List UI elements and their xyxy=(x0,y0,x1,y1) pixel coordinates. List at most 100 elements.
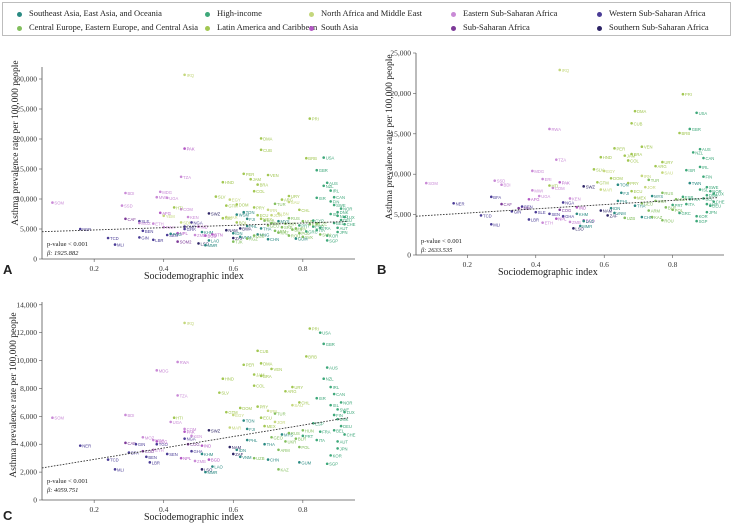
data-point xyxy=(294,237,298,240)
data-point xyxy=(298,445,301,449)
y-tick-label: 10,000 xyxy=(390,170,411,179)
point-label: ISL xyxy=(702,188,709,193)
data-point xyxy=(329,212,332,216)
data-point xyxy=(151,222,155,225)
point-label: SWE xyxy=(340,407,350,412)
point-label: MLI xyxy=(493,222,500,227)
data-point xyxy=(51,416,54,420)
data-point xyxy=(325,239,329,242)
data-point xyxy=(339,424,343,428)
stats-box: p-value < 0.001 β: 2633.535 xyxy=(421,237,462,255)
data-point xyxy=(623,154,627,157)
data-point xyxy=(138,221,141,225)
data-point xyxy=(259,374,263,378)
point-label: IRQ xyxy=(187,321,195,326)
point-label: SAU xyxy=(664,171,673,176)
data-point xyxy=(510,210,514,213)
point-label: PRT xyxy=(305,434,314,439)
data-point xyxy=(329,403,332,407)
point-label: MWI xyxy=(159,195,168,200)
point-label: BGD xyxy=(211,458,220,463)
point-label: MMR xyxy=(207,243,217,248)
data-point xyxy=(305,230,308,233)
point-label: POL xyxy=(301,445,310,450)
data-point xyxy=(252,456,256,460)
data-point xyxy=(270,213,273,217)
point-label: NOR xyxy=(712,189,721,194)
data-point xyxy=(124,441,127,445)
point-label: AUT xyxy=(709,202,718,207)
point-label: LAO xyxy=(214,465,223,470)
data-point xyxy=(671,203,674,207)
data-point xyxy=(148,461,152,464)
point-label: BRA xyxy=(263,374,272,379)
data-point xyxy=(235,221,239,224)
data-point xyxy=(630,189,633,193)
data-point xyxy=(183,430,186,433)
data-point xyxy=(273,412,277,415)
data-point xyxy=(245,438,249,442)
point-label: DNK xyxy=(340,417,349,422)
point-label: BRB xyxy=(308,354,317,359)
point-label: FJI xyxy=(249,427,255,432)
point-label: COM xyxy=(555,186,565,191)
data-point xyxy=(609,176,613,180)
point-label: GHA xyxy=(194,449,203,454)
point-label: UGA xyxy=(173,420,182,425)
data-point xyxy=(78,227,82,231)
point-label: TGO xyxy=(159,442,169,447)
point-label: THA xyxy=(263,226,272,231)
data-point xyxy=(329,189,332,192)
legend-item: Southern Sub-Saharan Africa xyxy=(597,22,709,32)
data-point xyxy=(308,327,312,330)
point-label: IDN xyxy=(239,448,246,453)
point-label: BGD xyxy=(207,234,216,239)
data-point xyxy=(225,410,228,414)
data-point xyxy=(336,447,339,450)
data-point xyxy=(561,214,565,218)
point-label: LUX xyxy=(347,410,355,415)
point-label: IND xyxy=(201,225,208,230)
point-label: NER xyxy=(456,201,465,206)
data-point xyxy=(287,200,291,204)
point-label: ECU xyxy=(260,213,269,218)
data-point xyxy=(596,180,599,184)
point-label: RWA xyxy=(180,360,190,365)
data-point xyxy=(702,156,705,160)
point-label: CHN xyxy=(644,215,653,220)
data-point xyxy=(280,225,284,229)
x-tick-label: 0.4 xyxy=(159,264,169,273)
point-label: CUB xyxy=(634,121,643,126)
data-point xyxy=(609,206,613,210)
data-point xyxy=(582,185,585,188)
point-label: NAM xyxy=(232,445,242,450)
point-label: NAM xyxy=(603,209,613,214)
legend-dot-icon xyxy=(451,11,456,17)
data-point xyxy=(339,401,343,404)
legend-label: Central Europe, Eastern Europe, and Cent… xyxy=(29,22,198,32)
data-point xyxy=(555,217,558,220)
data-point xyxy=(207,212,211,215)
point-label: LUX xyxy=(347,215,355,220)
data-point xyxy=(336,210,339,214)
point-label: KEN xyxy=(190,215,199,220)
point-label: VEN xyxy=(274,367,283,372)
data-point xyxy=(200,444,204,447)
data-point xyxy=(151,448,155,452)
point-label: TON xyxy=(246,210,255,215)
data-point xyxy=(221,377,225,380)
data-point xyxy=(145,455,148,459)
point-label: CUB xyxy=(260,349,269,354)
point-label: LBR xyxy=(152,460,160,465)
data-point xyxy=(343,222,346,226)
data-point xyxy=(339,218,343,222)
data-point xyxy=(551,186,555,190)
data-point xyxy=(291,385,294,389)
point-label: TJK xyxy=(235,240,243,245)
point-label: FJI xyxy=(623,191,629,196)
point-label: VNM xyxy=(242,235,252,240)
data-point xyxy=(158,190,162,194)
data-point xyxy=(650,194,654,198)
data-point xyxy=(127,451,131,454)
legend-label: Latin America and Caribbean xyxy=(217,22,318,32)
